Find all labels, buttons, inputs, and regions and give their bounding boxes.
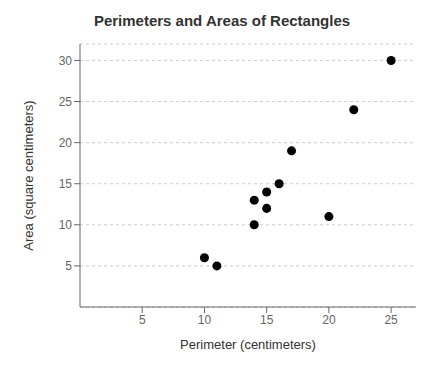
- svg-text:20: 20: [322, 313, 336, 327]
- svg-text:Area (square centimeters): Area (square centimeters): [21, 100, 36, 250]
- svg-text:20: 20: [59, 136, 73, 150]
- svg-text:30: 30: [59, 54, 73, 68]
- svg-text:10: 10: [59, 218, 73, 232]
- svg-text:25: 25: [384, 313, 398, 327]
- svg-text:15: 15: [59, 177, 73, 191]
- svg-text:Perimeter (centimeters): Perimeter (centimeters): [180, 337, 316, 352]
- svg-text:15: 15: [260, 313, 274, 327]
- html-text:Perimeters and Areas of Rectan: Perimeters and Areas of Rectangles: [93, 12, 351, 29]
- svg-text:5: 5: [65, 259, 72, 273]
- svg-text:10: 10: [198, 313, 212, 327]
- svg-text:5: 5: [139, 313, 146, 327]
- svg-text:25: 25: [59, 95, 73, 109]
